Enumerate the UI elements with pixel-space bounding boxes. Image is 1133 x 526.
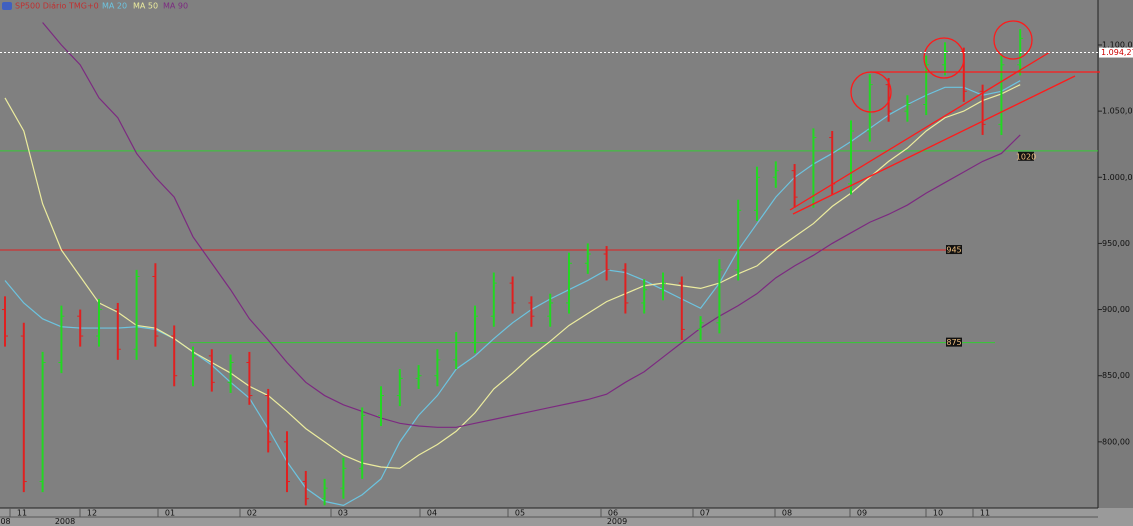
ohlc-bar (114, 302, 121, 360)
ohlc-bar (171, 325, 178, 387)
ohlc-bar (528, 296, 535, 327)
ohlc-bar (58, 305, 65, 374)
y-tick-label: 900,00 (1102, 305, 1130, 314)
ohlc-bar (2, 296, 8, 347)
level-label: 875 (946, 338, 961, 347)
x-tick-label: 04 (427, 509, 437, 518)
ohlc-bar (190, 346, 196, 387)
ohlc-bar (133, 269, 140, 360)
ohlc-bar (772, 161, 779, 188)
ohlc-bar (923, 55, 930, 116)
trend-line (792, 75, 1076, 215)
ohlc-bar (490, 272, 497, 327)
ohlc-bar (152, 263, 159, 347)
plot-area (0, 0, 1098, 508)
level-label-box (1018, 151, 1034, 161)
moving-average (42, 22, 1021, 428)
ohlc-bar (246, 351, 253, 405)
ohlc-bar (340, 457, 347, 499)
x-tick-label: 11 (980, 509, 990, 518)
level-label: 1020 (1016, 152, 1036, 161)
y-tick-label: 1.000,00 (1102, 173, 1133, 182)
ohlc-bar (284, 431, 290, 493)
ohlc-bar (20, 322, 27, 493)
last-price-box (1099, 47, 1133, 58)
x-tick-label: 06 (608, 509, 618, 518)
x-tick-label: 03 (338, 509, 348, 518)
symbol-icon (2, 2, 12, 10)
level-label: 945 (946, 246, 961, 255)
legend-entry: MA 20 (102, 2, 127, 11)
x-tick-label: 08 (782, 509, 792, 518)
drawings (789, 20, 1100, 215)
ohlc-bar (866, 74, 873, 142)
x-tick-label: 09 (857, 509, 867, 518)
ohlc-bar (735, 199, 742, 281)
ohlc-bar (641, 279, 648, 314)
ohlc-bar (378, 386, 384, 426)
year-label: 2009 (607, 517, 627, 526)
ohlc-bar (321, 478, 328, 506)
ohlc-bar (77, 309, 84, 347)
ohlc-bar (678, 276, 685, 340)
ohlc-bar (791, 164, 798, 208)
ohlc-bar (716, 259, 723, 334)
last-price-label: 1.094,27 (1101, 48, 1133, 57)
ohlc-bar (566, 252, 572, 314)
legend-entry: SP500 Diário TMG+0 (15, 2, 99, 11)
highlight-circle (850, 71, 892, 113)
ohlc-bar (359, 407, 366, 479)
x-tick-label: 05 (515, 509, 525, 518)
ohlc-bar (472, 305, 478, 354)
ohlc-bar (415, 365, 422, 389)
legend-entry: MA 90 (163, 2, 188, 11)
level-label-box (946, 337, 962, 347)
level-label-box (946, 245, 962, 255)
ohlc-bar (754, 166, 760, 221)
x-tick-label: 12 (87, 509, 97, 518)
y-tick-label: 1.100,00 (1102, 40, 1133, 49)
year-label: 2008 (55, 517, 75, 526)
x-tick-label: 02 (247, 509, 257, 518)
ohlc-bar (848, 120, 854, 195)
y-axis-panel (1098, 0, 1133, 526)
y-tick-label: 800,00 (1102, 437, 1130, 446)
ohlc-bar (208, 349, 215, 392)
ohlc-bar (434, 349, 441, 387)
x-tick-label: 07 (700, 509, 710, 518)
ohlc-bar (302, 470, 309, 506)
x-tick-label: 10 (933, 509, 943, 518)
highlight-circle (993, 20, 1033, 60)
ohlc-bar (904, 95, 911, 122)
ohlc-bar (942, 42, 948, 76)
x-tick-label: 11 (17, 509, 27, 518)
ohlc-bar (39, 351, 46, 493)
ohlc-bar (603, 246, 610, 281)
ohlc-bar (227, 354, 234, 393)
ohlc-bar (660, 272, 666, 301)
y-tick-label: 850,00 (1102, 371, 1130, 380)
ohlc-bar (265, 388, 272, 453)
ohlc-bar (453, 332, 460, 370)
ohlc-bar (96, 298, 102, 347)
ohlc-bar (697, 316, 704, 340)
ohlc-bar (584, 243, 591, 274)
ohlc-bar (547, 293, 554, 327)
y-tick-label: 950,00 (1102, 239, 1130, 248)
y-tick-label: 1.050,00 (1102, 107, 1133, 116)
ohlc-bar (885, 78, 892, 122)
ohlc-bar (998, 55, 1005, 135)
ohlc-bar (622, 263, 629, 314)
ohlc-bar (396, 369, 403, 407)
x-tick-label: 01 (165, 509, 175, 518)
trend-line (789, 51, 1051, 211)
ohlc-bar (509, 276, 516, 314)
year-label: 008 (0, 517, 11, 526)
highlight-circle (923, 37, 965, 79)
legend-entry: MA 50 (133, 2, 158, 11)
